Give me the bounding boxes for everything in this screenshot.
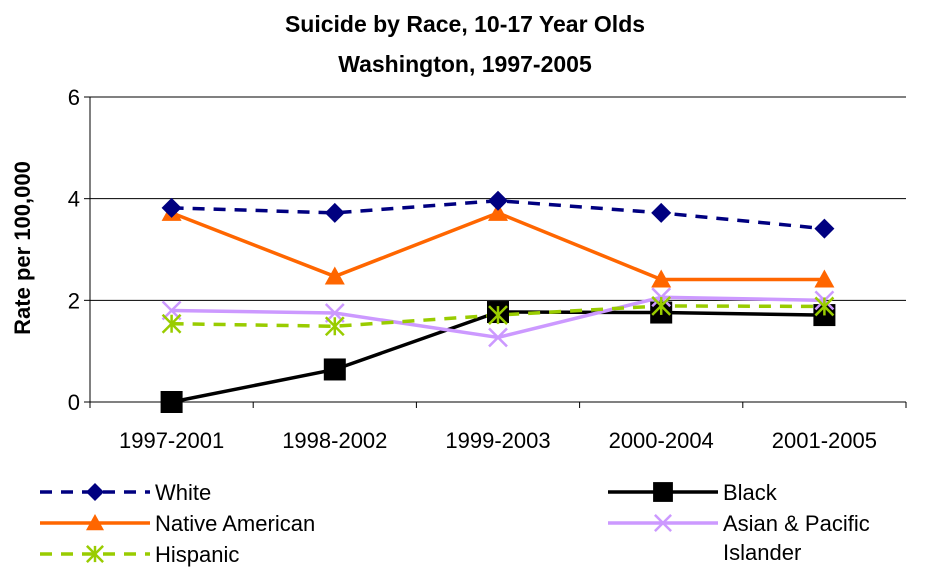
- legend-entry-native-american: Native American: [40, 511, 315, 536]
- legend-swatch-marker: [654, 514, 672, 532]
- y-axis-label: Rate per 100,000: [10, 161, 35, 335]
- data-point-native-american: [651, 269, 672, 288]
- y-tick-label-4: 4: [68, 187, 80, 212]
- x-tick-label: 1999-2003: [445, 428, 550, 453]
- x-tick-label: 1997-2001: [119, 428, 224, 453]
- data-point-native-american: [814, 269, 835, 288]
- legend-label: Black: [723, 480, 778, 505]
- legend-entry-white: White: [40, 480, 211, 505]
- data-point-native-american: [324, 266, 345, 285]
- data-point-black: [323, 358, 346, 381]
- chart-title: Suicide by Race, 10-17 Year Olds: [285, 11, 645, 37]
- data-point-white: [814, 218, 835, 239]
- data-point-hispanic: [161, 313, 182, 334]
- legend-label: Asian & Pacific Islander: [723, 511, 870, 565]
- chart-subtitle: Washington, 1997-2005: [338, 51, 592, 77]
- legend-swatch-marker: [86, 483, 104, 501]
- series-line-native-american: [170, 211, 825, 282]
- y-tick-label-2: 2: [68, 288, 80, 313]
- data-point-hispanic: [651, 296, 672, 316]
- data-point-hispanic: [324, 316, 345, 337]
- data-point-hispanic: [488, 305, 508, 325]
- legend-label: Native American: [155, 511, 315, 536]
- legend-entry-asian-pacific-islander: Asian & Pacific Islander: [608, 511, 870, 565]
- data-point-black: [160, 391, 183, 413]
- data-point-white: [651, 202, 672, 223]
- data-point-white: [488, 190, 508, 211]
- x-tick-label: 2001-2005: [772, 428, 877, 453]
- y-tick-label-6: 6: [68, 85, 80, 110]
- legend-label: Hispanic: [155, 542, 239, 567]
- x-tick-label: 1998-2002: [282, 428, 387, 453]
- data-point-asian-pacific-islander: [488, 327, 508, 348]
- data-point-white: [161, 197, 182, 218]
- series-line-black: [171, 310, 825, 404]
- x-tick-label: 2000-2004: [609, 428, 714, 453]
- legend-entry-black: Black: [608, 480, 778, 505]
- legend-label: White: [155, 480, 211, 505]
- data-point-native-american: [488, 202, 508, 221]
- legend-swatch-marker: [653, 482, 673, 502]
- data-point-white: [324, 202, 345, 223]
- y-tick-label-0: 0: [68, 390, 80, 415]
- data-point-hispanic: [814, 296, 835, 317]
- legend-entry-hispanic: Hispanic: [40, 542, 239, 567]
- legend-swatch-marker: [86, 545, 104, 563]
- legend-swatch-marker: [86, 514, 104, 531]
